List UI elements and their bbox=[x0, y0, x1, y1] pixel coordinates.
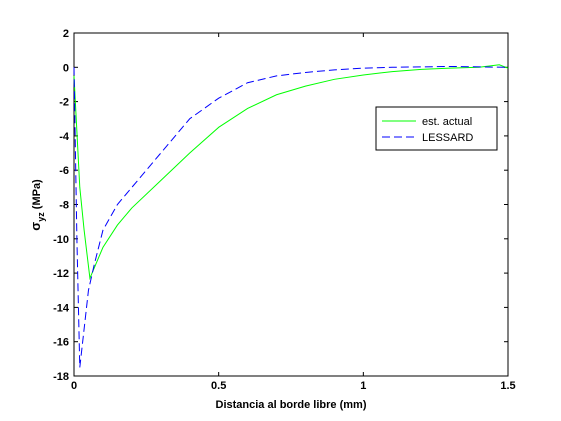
y-tick-label: -8 bbox=[59, 200, 69, 212]
y-tick-label: -16 bbox=[53, 337, 69, 349]
series-line bbox=[73, 64, 509, 281]
y-tick-label: -12 bbox=[53, 268, 69, 280]
y-tick-label: -18 bbox=[53, 371, 69, 383]
legend-box bbox=[375, 106, 498, 151]
y-tick-label: -6 bbox=[59, 165, 69, 177]
y-label-unit: (MPa) bbox=[31, 179, 43, 212]
plot-area bbox=[73, 32, 509, 377]
x-axis-label: Distancia al borde libre (mm) bbox=[216, 399, 367, 411]
y-tick-label: -2 bbox=[59, 97, 69, 109]
legend-label: est. actual bbox=[422, 116, 472, 128]
x-tick-label: 1 bbox=[360, 380, 366, 392]
x-tick-label: 0.5 bbox=[211, 380, 226, 392]
x-tick-label: 0 bbox=[71, 380, 77, 392]
y-label-symbol: σ bbox=[28, 222, 43, 231]
y-tick-label: -4 bbox=[59, 131, 70, 143]
x-tick-label: 1.5 bbox=[500, 380, 515, 392]
legend-label: LESSARD bbox=[422, 132, 473, 144]
y-tick-label: -14 bbox=[53, 302, 70, 314]
y-axis-label: σyz (MPa) bbox=[28, 179, 46, 231]
y-label-subscript: yz bbox=[36, 212, 46, 222]
y-tick-label: 2 bbox=[63, 28, 69, 40]
series-line bbox=[73, 65, 509, 368]
y-tick-label: -10 bbox=[53, 234, 69, 246]
y-tick-label: 0 bbox=[63, 62, 69, 74]
